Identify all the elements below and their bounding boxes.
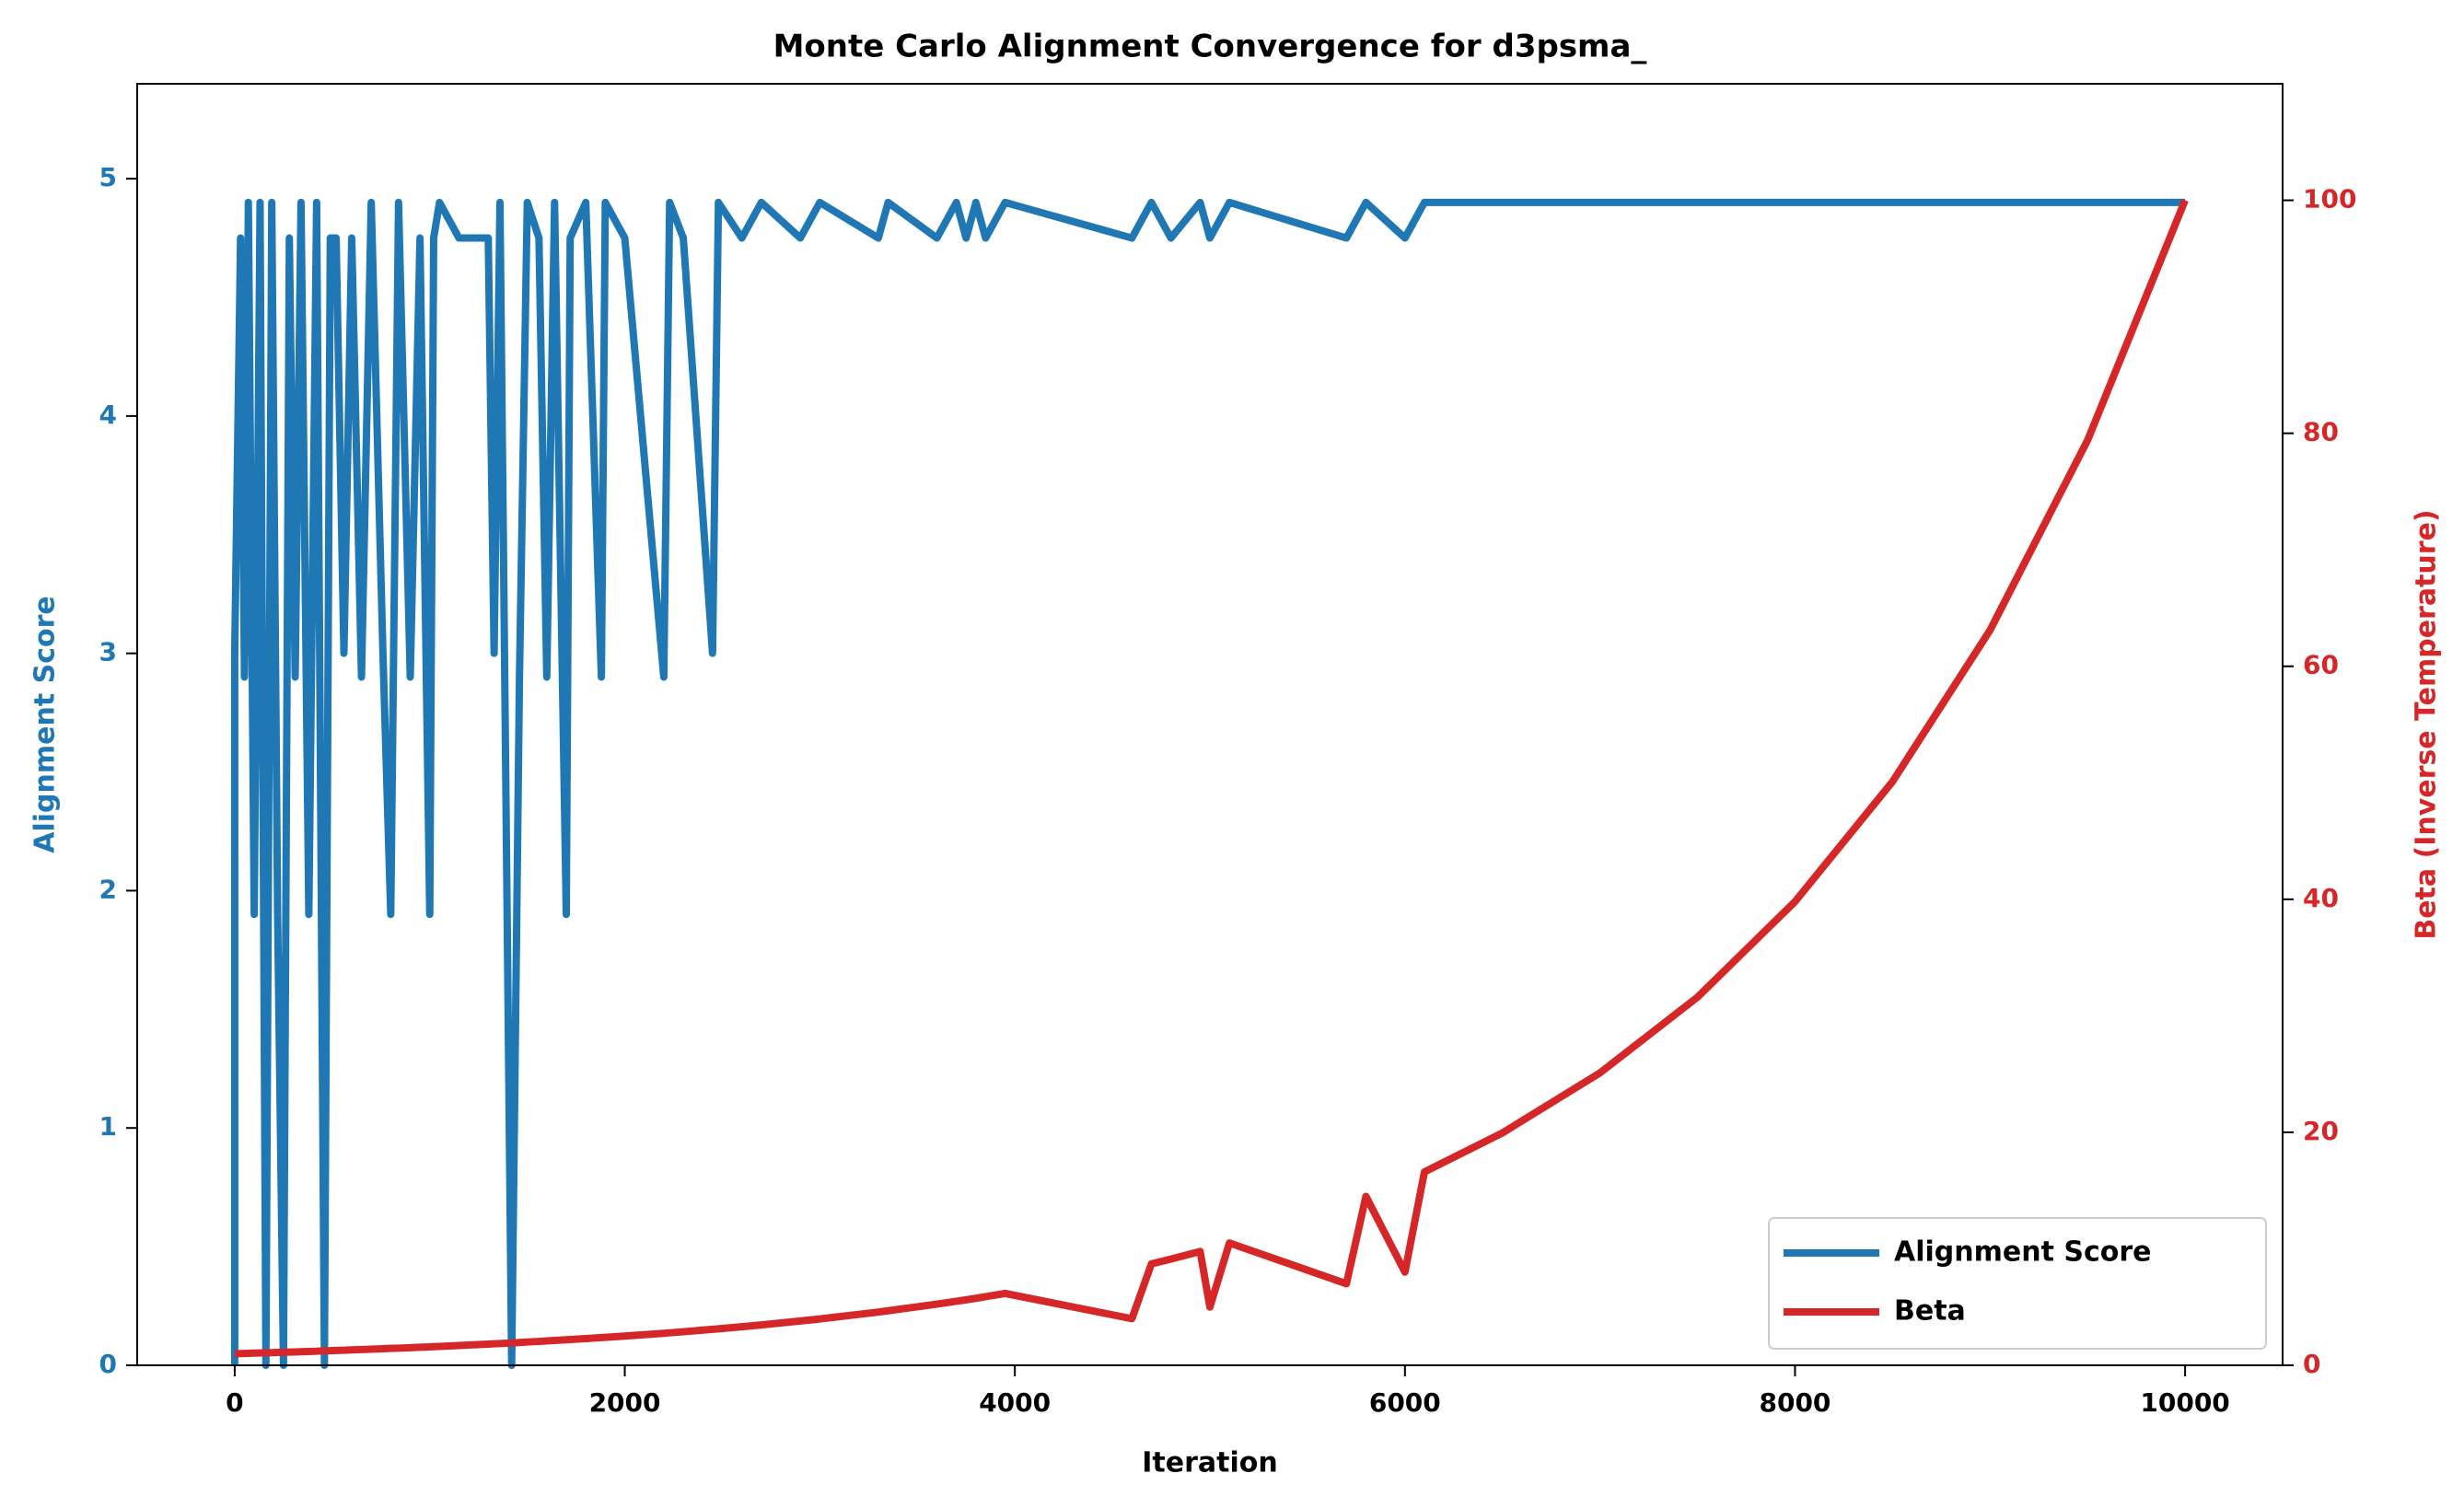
y2-tick-label: 40 — [2303, 883, 2339, 913]
y-tick-label: 5 — [99, 162, 117, 192]
series-line — [234, 199, 2189, 1358]
x-tick-label: 8000 — [1759, 1387, 1831, 1418]
y2-tick-label: 60 — [2303, 650, 2339, 680]
legend-label: Beta — [1894, 1295, 1966, 1328]
x-axis-label: Iteration — [1142, 1447, 1277, 1479]
y-tick-label: 4 — [99, 400, 117, 430]
y2-tick-label: 80 — [2303, 417, 2339, 447]
x-tick-label: 6000 — [1369, 1387, 1441, 1418]
chart-title: Monte Carlo Alignment Convergence for d3… — [773, 29, 1647, 65]
x-tick-label: 10000 — [2140, 1387, 2229, 1418]
x-tick-label: 2000 — [589, 1387, 661, 1418]
x-tick-label: 0 — [226, 1387, 243, 1418]
y2-axis-label: Beta (Inverse Temperature) — [2411, 509, 2443, 939]
legend-label: Alignment Score — [1894, 1236, 2152, 1269]
y2-tick-label: 0 — [2303, 1349, 2320, 1379]
legend-box — [1768, 1217, 2267, 1350]
series-line — [230, 198, 2186, 1369]
y-axis-label: Alignment Score — [29, 596, 62, 853]
y-tick-label: 0 — [99, 1349, 117, 1379]
plot-frame — [136, 83, 2284, 1366]
y-tick-label: 2 — [99, 874, 117, 904]
x-tick-label: 4000 — [979, 1387, 1051, 1418]
y-tick-label: 3 — [99, 637, 117, 667]
y-tick-label: 1 — [99, 1111, 117, 1142]
y2-tick-label: 100 — [2303, 184, 2356, 215]
y2-tick-label: 20 — [2303, 1116, 2339, 1146]
